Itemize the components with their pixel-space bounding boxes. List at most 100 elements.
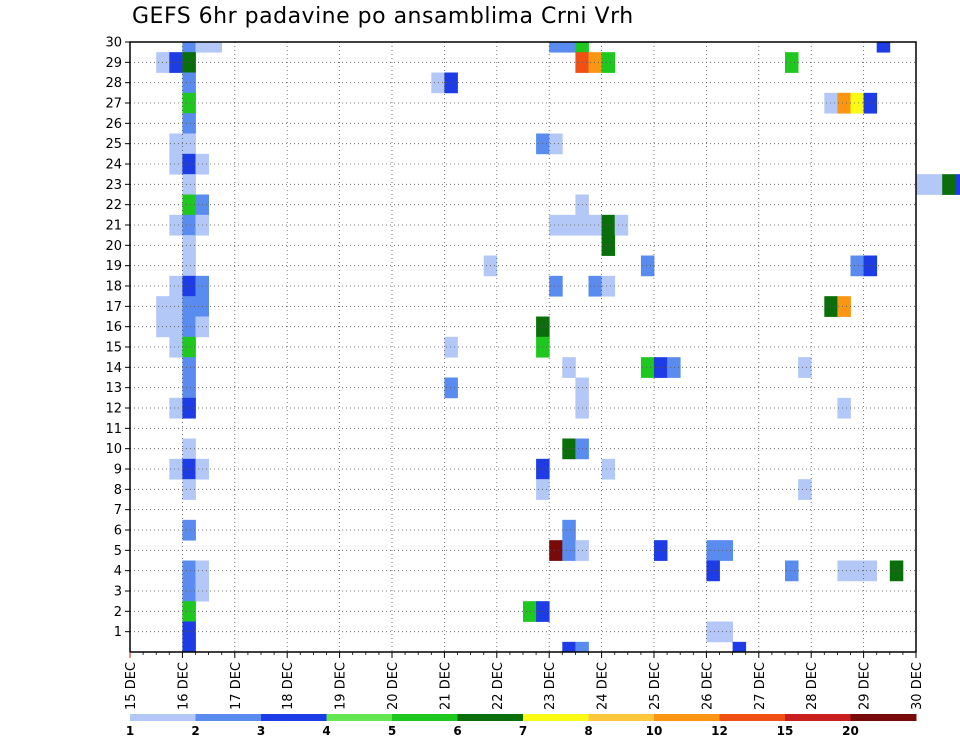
precip-cell xyxy=(562,357,576,378)
precip-cell xyxy=(195,42,209,53)
chart-title: GEFS 6hr padavine po ansamblima Crni Vrh xyxy=(132,4,634,29)
precip-cell xyxy=(785,560,799,582)
precip-cell xyxy=(182,194,196,216)
x-tick-label: 29 DEC xyxy=(858,662,873,710)
x-axis: 15 DEC 16 DEC 17 DEC 18 DEC 19 DEC 20 DEC 21 D… xyxy=(124,652,925,710)
precip-cell xyxy=(732,641,747,653)
y-tick-label: 1 xyxy=(114,625,122,640)
precip-cell xyxy=(588,275,602,297)
precip-cell xyxy=(640,255,655,277)
precip-cell xyxy=(169,275,183,297)
y-tick-label: 2 xyxy=(114,605,122,620)
precip-cell xyxy=(850,255,864,277)
precip-cell xyxy=(169,458,183,480)
precip-cell xyxy=(182,458,196,480)
precip-cell xyxy=(182,560,196,582)
precip-cell xyxy=(182,580,196,602)
precip-cell xyxy=(182,174,196,195)
y-axis: 1234567891011121314151617181920212223242… xyxy=(105,36,130,640)
precip-cell xyxy=(169,296,183,317)
precip-cell xyxy=(850,92,864,114)
precip-cell xyxy=(640,357,655,378)
y-tick-label: 16 xyxy=(105,320,122,335)
precip-cell xyxy=(837,560,851,582)
x-tick-label: 27 DEC xyxy=(753,662,768,710)
x-tick-label: 20 DEC xyxy=(386,662,401,710)
y-tick-label: 17 xyxy=(105,300,122,315)
precip-cell xyxy=(182,357,196,378)
precip-cell xyxy=(798,479,812,500)
precip-cell xyxy=(562,438,576,460)
y-tick-label: 26 xyxy=(105,117,122,132)
precip-cell xyxy=(182,397,196,419)
x-tick-label: 25 DEC xyxy=(648,662,663,710)
legend-swatch xyxy=(326,714,393,721)
precip-cell xyxy=(182,316,196,338)
x-tick-label: 24 DEC xyxy=(596,662,611,710)
y-tick-label: 23 xyxy=(105,178,122,193)
precip-cell xyxy=(169,316,183,338)
precip-cell xyxy=(562,540,576,561)
precip-cell xyxy=(182,72,196,94)
y-tick-label: 14 xyxy=(105,361,122,376)
precip-cell xyxy=(182,336,196,358)
x-tick-label: 18 DEC xyxy=(281,662,296,710)
precip-cell xyxy=(706,560,720,582)
y-tick-label: 6 xyxy=(114,524,122,539)
legend-swatch xyxy=(392,714,458,721)
precip-cell xyxy=(654,357,668,378)
precip-cell xyxy=(706,540,720,561)
legend-swatch xyxy=(588,714,655,721)
precip-cell xyxy=(523,601,537,622)
precip-cell xyxy=(182,601,196,622)
legend-swatch xyxy=(654,714,720,721)
y-tick-label: 15 xyxy=(105,341,122,356)
legend-swatch xyxy=(195,714,262,721)
precip-cell xyxy=(549,540,563,561)
legend-swatch xyxy=(523,714,589,721)
precip-cell xyxy=(549,42,563,53)
precip-cell xyxy=(549,275,563,297)
precip-cell xyxy=(876,42,891,53)
precip-cell xyxy=(182,479,196,500)
legend-label: 1 xyxy=(126,724,134,738)
x-tick-label: 26 DEC xyxy=(700,662,715,710)
y-tick-label: 8 xyxy=(114,483,122,498)
legend-swatch xyxy=(457,714,524,721)
precip-cell xyxy=(588,214,602,236)
y-tick-label: 22 xyxy=(105,198,122,213)
precip-cell xyxy=(182,214,196,236)
precip-cell xyxy=(169,214,183,236)
legend-swatch xyxy=(130,714,196,721)
precip-cell xyxy=(169,397,183,419)
legend-swatch xyxy=(785,714,851,721)
legend-swatch xyxy=(719,714,786,721)
precip-cell xyxy=(654,540,668,561)
legend-label: 10 xyxy=(646,724,663,738)
y-tick-label: 3 xyxy=(114,585,122,600)
y-tick-label: 29 xyxy=(105,56,122,71)
x-tick-label: 22 DEC xyxy=(491,662,506,710)
precip-cell xyxy=(182,113,196,134)
legend-label: 12 xyxy=(711,724,728,738)
precip-cell xyxy=(575,641,589,653)
y-tick-label: 5 xyxy=(114,544,122,559)
precip-cell xyxy=(182,235,196,256)
y-tick-label: 13 xyxy=(105,381,122,396)
grid-layer xyxy=(130,41,916,652)
precip-cell xyxy=(837,397,851,419)
x-tick-label: 28 DEC xyxy=(805,662,820,710)
y-tick-label: 11 xyxy=(105,422,122,437)
y-tick-label: 4 xyxy=(114,564,122,579)
precip-cell xyxy=(182,621,196,643)
precip-cell xyxy=(182,377,196,399)
precip-cell xyxy=(182,438,196,460)
precip-cell xyxy=(169,153,183,175)
legend-label: 15 xyxy=(777,724,794,738)
precip-cell xyxy=(824,92,838,114)
y-tick-label: 25 xyxy=(105,137,122,152)
precip-cell xyxy=(929,174,943,195)
precip-cell xyxy=(182,519,196,541)
precip-cell xyxy=(601,235,616,256)
precip-cell xyxy=(182,52,196,73)
